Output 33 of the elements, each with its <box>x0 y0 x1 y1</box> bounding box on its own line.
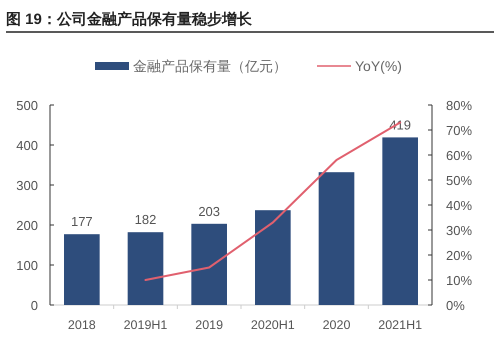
bar <box>64 234 100 305</box>
y-tick-label: 400 <box>16 138 38 153</box>
data-label: 177 <box>70 214 93 230</box>
y-tick-label: 200 <box>16 218 38 233</box>
chart-title: 图 19：公司金融产品保有量稳步增长 <box>6 11 253 28</box>
bar <box>318 172 354 305</box>
x-tick-label: 2020 <box>322 318 350 332</box>
y2-tick-label: 40% <box>446 198 472 213</box>
y-tick-label: 0 <box>30 298 38 313</box>
y-tick-label: 500 <box>16 98 38 113</box>
y2-tick-label: 50% <box>446 173 472 188</box>
x-tick-label: 2019H1 <box>124 318 168 332</box>
y-tick-label: 100 <box>16 258 38 273</box>
y2-tick-label: 10% <box>446 273 472 288</box>
x-tick-label: 2019 <box>195 318 224 332</box>
y2-tick-label: 70% <box>446 123 472 138</box>
bar <box>255 210 291 305</box>
bar <box>191 224 227 305</box>
y2-tick-label: 30% <box>446 223 472 238</box>
bar <box>128 232 164 305</box>
data-label: 203 <box>198 204 220 219</box>
legend-label: YoY(%) <box>355 58 402 74</box>
y-tick-label: 300 <box>16 178 38 193</box>
x-tick-label: 2018 <box>68 318 96 332</box>
bar <box>382 137 418 305</box>
y2-tick-label: 0% <box>446 298 466 313</box>
data-label: 182 <box>134 212 156 228</box>
y2-tick-label: 60% <box>446 148 472 163</box>
legend-label: 金融产品保有量（亿元） <box>133 58 287 74</box>
y2-tick-label: 20% <box>446 248 472 263</box>
x-tick-label: 2021H1 <box>378 318 422 332</box>
y2-tick-label: 80% <box>446 98 472 113</box>
x-tick-label: 2020H1 <box>250 318 295 332</box>
